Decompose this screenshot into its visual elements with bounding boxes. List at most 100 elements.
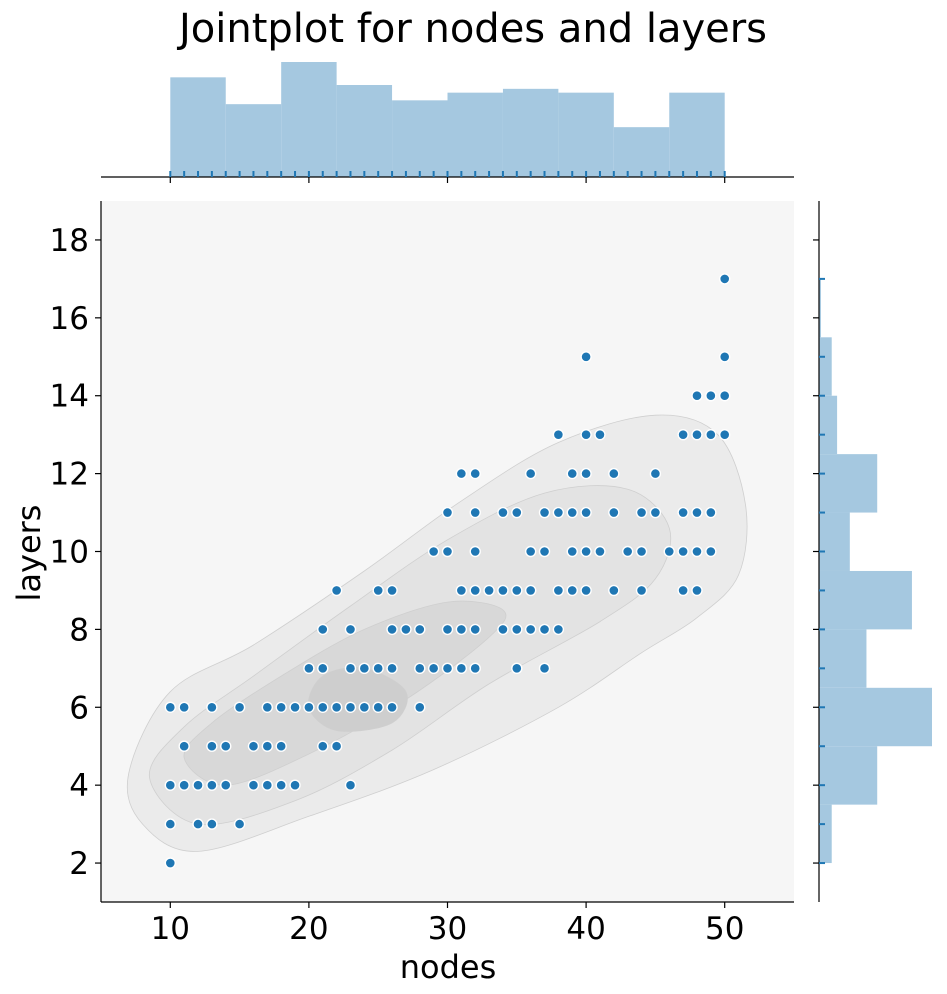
- scatter-point: [441, 662, 454, 675]
- marginal-x-histogram: [101, 62, 794, 183]
- y-hist-bar: [819, 570, 912, 630]
- scatter-point: [538, 545, 551, 558]
- x-hist-bar: [281, 62, 337, 177]
- x-hist-bar: [669, 92, 725, 177]
- x-hist-bar: [225, 104, 282, 177]
- scatter-point: [580, 428, 592, 441]
- scatter-point: [580, 506, 592, 519]
- scatter-point: [469, 623, 481, 636]
- scatter-point: [649, 467, 662, 480]
- scatter-point: [455, 662, 468, 675]
- y-tick-label: 4: [69, 768, 89, 804]
- scatter-point: [455, 623, 468, 636]
- scatter-point: [455, 467, 468, 480]
- scatter-point: [261, 779, 274, 791]
- scatter-point: [497, 506, 509, 519]
- scatter-point: [441, 623, 454, 636]
- scatter-point: [358, 662, 371, 675]
- scatter-point: [635, 584, 648, 597]
- scatter-point: [538, 662, 551, 675]
- scatter-point: [344, 662, 357, 675]
- scatter-point: [164, 818, 177, 830]
- scatter-point: [178, 740, 190, 752]
- scatter-point: [719, 390, 731, 402]
- scatter-point: [594, 545, 606, 558]
- x-hist-bar: [502, 88, 559, 177]
- scatter-point: [206, 779, 218, 791]
- y-tick-label: 14: [50, 379, 89, 415]
- scatter-point: [566, 545, 578, 558]
- scatter-point: [164, 779, 177, 791]
- scatter-point: [178, 779, 190, 791]
- scatter-point: [524, 623, 537, 636]
- scatter-point: [663, 545, 675, 558]
- y-tick-label: 16: [50, 301, 89, 337]
- scatter-point: [344, 701, 357, 713]
- scatter-point: [469, 584, 481, 597]
- x-hist-bar: [170, 77, 226, 177]
- scatter-point: [372, 662, 384, 675]
- scatter-point: [178, 701, 190, 713]
- x-hist-bar: [336, 85, 393, 177]
- scatter-point: [691, 428, 703, 441]
- y-hist-bar: [819, 804, 832, 864]
- scatter-point: [691, 390, 703, 402]
- scatter-point: [372, 584, 384, 597]
- y-hist-bar: [819, 454, 878, 513]
- y-hist-bar: [819, 746, 878, 805]
- scatter-point: [608, 506, 620, 519]
- scatter-point: [483, 584, 495, 597]
- scatter-point: [552, 584, 565, 597]
- x-tick-label: 50: [705, 911, 744, 947]
- scatter-point: [400, 623, 412, 636]
- joint-ticks: 10 20 30 40 50 2 4 6 8 10 12 14 16 18: [50, 223, 745, 947]
- scatter-point: [608, 467, 620, 480]
- scatter-point: [719, 273, 731, 285]
- scatter-point: [330, 740, 343, 752]
- scatter-point: [511, 623, 523, 636]
- scatter-point: [608, 584, 620, 597]
- scatter-point: [566, 467, 578, 480]
- scatter-point: [705, 390, 717, 402]
- scatter-point: [691, 584, 703, 597]
- scatter-point: [261, 740, 274, 752]
- scatter-point: [275, 740, 287, 752]
- scatter-point: [192, 818, 204, 830]
- x-tick-label: 20: [289, 911, 328, 947]
- scatter-point: [303, 701, 315, 713]
- y-hist-bar: [819, 629, 867, 688]
- scatter-point: [511, 506, 523, 519]
- scatter-point: [455, 584, 468, 597]
- scatter-point: [635, 506, 648, 519]
- y-tick-label: 8: [69, 612, 89, 648]
- y-tick-label: 18: [50, 223, 89, 259]
- scatter-point: [677, 428, 689, 441]
- scatter-point: [719, 351, 731, 363]
- scatter-point: [566, 584, 578, 597]
- scatter-point: [386, 662, 398, 675]
- scatter-point: [289, 701, 301, 713]
- scatter-point: [580, 545, 592, 558]
- scatter-point: [511, 662, 523, 675]
- scatter-point: [524, 584, 537, 597]
- scatter-point: [233, 701, 246, 713]
- scatter-point: [677, 506, 689, 519]
- scatter-point: [427, 662, 440, 675]
- x-tick-label: 40: [566, 911, 605, 947]
- scatter-point: [427, 545, 440, 558]
- scatter-point: [414, 623, 426, 636]
- x-tick-label: 10: [151, 911, 190, 947]
- scatter-point: [497, 623, 509, 636]
- y-hist-bar: [819, 687, 932, 747]
- scatter-point: [538, 623, 551, 636]
- scatter-point: [386, 623, 398, 636]
- scatter-point: [164, 857, 177, 869]
- scatter-point: [344, 623, 357, 636]
- x-hist-bar: [392, 100, 448, 177]
- scatter-point: [580, 467, 592, 480]
- scatter-point: [330, 584, 343, 597]
- scatter-point: [414, 701, 426, 713]
- scatter-point: [317, 623, 329, 636]
- scatter-point: [358, 701, 371, 713]
- scatter-point: [372, 701, 384, 713]
